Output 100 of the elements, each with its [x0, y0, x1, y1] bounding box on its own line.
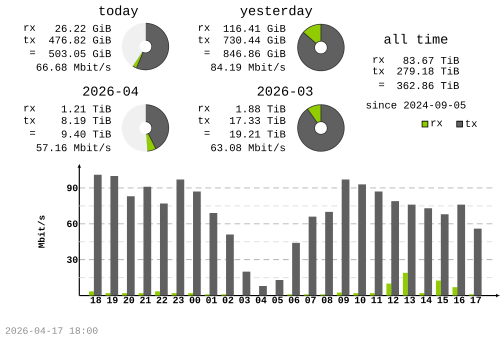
bar: [457, 204, 466, 296]
bar: [440, 214, 449, 296]
text: tx: [24, 116, 36, 124]
text: 362.86 TiB: [397, 81, 459, 89]
text: 19.21 TiB: [230, 130, 286, 138]
text: 9.40 TiB: [62, 130, 111, 138]
legend-label: tx: [466, 120, 477, 127]
x-tick-label: 02: [222, 296, 234, 304]
text: 503.05 GiB: [49, 49, 111, 57]
x-tick-label: 19: [107, 296, 118, 304]
text: 8.19 TiB: [62, 116, 111, 124]
x-tick-label: 06: [288, 296, 300, 304]
bar: [122, 292, 127, 296]
text: 83.67 TiB: [403, 56, 459, 64]
x-tick-label: 11: [372, 296, 382, 303]
text: =: [30, 50, 36, 54]
y-tick-label: 90: [67, 184, 78, 192]
x-tick-label: 03: [239, 296, 250, 304]
bar: [419, 292, 424, 296]
bar: [126, 196, 135, 296]
text: rx: [24, 106, 36, 112]
x-tick-label: 05: [272, 296, 283, 304]
text: =: [204, 50, 210, 54]
y-axis-title: Mbit/s: [38, 215, 45, 248]
bar: [353, 292, 358, 296]
x-tick-label: 21: [140, 296, 151, 303]
legend-label: rx: [431, 120, 442, 126]
bar: [336, 292, 342, 296]
text: =: [204, 131, 210, 134]
text: rx: [198, 106, 210, 112]
text: tx: [198, 36, 210, 44]
text: rx: [373, 57, 384, 63]
x-tick-label: 17: [470, 296, 481, 303]
x-tick-label: 20: [124, 296, 134, 304]
y-tick-label: 30: [66, 256, 78, 263]
text: rx: [24, 25, 36, 31]
text: 279.18 TiB: [397, 66, 459, 74]
bar: [106, 292, 110, 296]
text: tx: [198, 116, 210, 124]
text: =: [30, 131, 36, 134]
bar: [143, 186, 152, 296]
text: 476.82 GiB: [49, 36, 111, 44]
bar: [138, 292, 144, 296]
text: 26.22 GiB: [56, 24, 111, 32]
text: =: [379, 82, 384, 86]
bar: [259, 286, 267, 296]
chart-title: yesterday: [240, 5, 312, 18]
text: since 2024-09-05: [366, 100, 466, 108]
bar: [436, 280, 441, 296]
bar: [276, 280, 284, 296]
bar: [474, 228, 482, 296]
x-tick-label: 07: [305, 296, 316, 304]
y-tick-label: 60: [67, 220, 78, 227]
bar: [193, 191, 201, 296]
bar: [292, 242, 300, 296]
bar: [242, 271, 250, 296]
text: all time: [384, 34, 448, 44]
text: 2026-04-17 18:00: [6, 327, 98, 334]
bar: [370, 292, 375, 296]
x-tick-label: 04: [256, 296, 267, 304]
x-tick-label: 13: [404, 296, 416, 304]
bar: [358, 184, 366, 296]
text: 84.19 Mbit/s: [211, 62, 285, 71]
text: 730.44 GiB: [224, 36, 286, 44]
x-tick-label: 08: [322, 296, 332, 304]
text: rx: [198, 25, 210, 31]
bar: [342, 179, 350, 296]
text: 63.08 Mbit/s: [211, 143, 285, 152]
bar: [386, 283, 392, 296]
chart-title: 2026-04: [83, 86, 138, 96]
bar: [155, 291, 160, 296]
bar: [226, 234, 234, 296]
text: 66.68 Mbit/s: [36, 62, 110, 71]
text: tx: [24, 36, 36, 44]
x-tick-label: 10: [354, 296, 366, 304]
bar: [110, 176, 118, 296]
bar: [89, 291, 94, 296]
bar: [160, 203, 168, 296]
bar: [325, 212, 333, 296]
bar: [172, 292, 176, 296]
x-tick-label: 16: [454, 296, 465, 304]
bar: [308, 216, 316, 296]
x-tick-label: 12: [388, 296, 398, 303]
text: 57.16 Mbit/s: [36, 143, 110, 152]
bar: [391, 200, 400, 296]
text: 1.21 TiB: [62, 104, 111, 112]
text: 116.41 GiB: [224, 24, 286, 32]
x-tick-label: 22: [156, 296, 168, 303]
x-tick-label: 23: [173, 296, 184, 304]
bar: [402, 272, 408, 296]
bar: [210, 212, 218, 296]
x-tick-label: 14: [421, 296, 432, 303]
bar: [374, 191, 382, 296]
x-tick-label: 18: [90, 296, 102, 304]
x-tick-label: 15: [438, 296, 448, 303]
chart-title: today: [99, 5, 138, 18]
bar: [188, 292, 194, 296]
bar: [94, 174, 102, 296]
text: 17.33 TiB: [230, 116, 286, 124]
x-tick-label: 01: [206, 296, 217, 304]
